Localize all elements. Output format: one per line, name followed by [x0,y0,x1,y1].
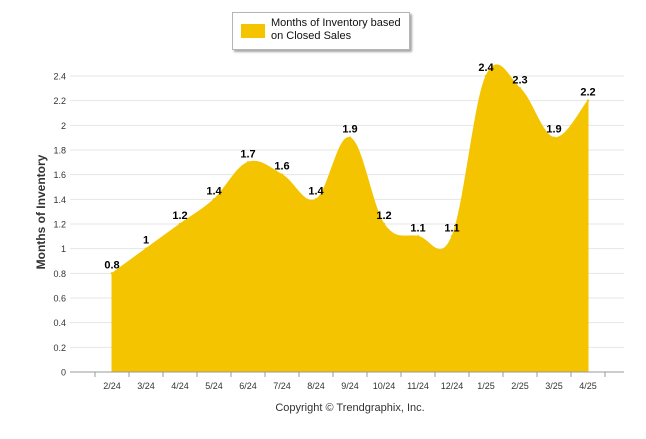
y-tick-label: 0.8 [53,269,66,279]
y-tick-label: 1.8 [53,146,66,156]
data-point [484,74,488,78]
x-tick-label: 6/24 [239,381,257,391]
data-label: 1.2 [172,210,187,222]
series-area [111,64,589,373]
y-tick-label: 0.2 [53,343,66,353]
y-tick-label: 1 [61,244,66,254]
y-tick-label: 1.6 [53,170,66,180]
x-tick-label: 9/24 [341,381,359,391]
data-label: 0.8 [104,259,119,271]
data-label: 1.6 [274,161,289,173]
data-label: 2.2 [580,87,595,99]
y-tick-label: 2 [61,121,66,131]
y-tick-label: 0 [61,368,66,378]
copyright-text: Copyright © Trendgraphix, Inc. [275,402,425,414]
data-label: 2.4 [478,62,494,74]
data-point [552,136,556,139]
x-tick-label: 2/25 [511,381,529,391]
data-point [348,136,352,139]
data-label: 1.1 [410,222,425,234]
legend-label: Months of Inventory based on Closed Sale… [271,17,401,42]
data-point [450,235,454,238]
data-label: 1.4 [206,185,222,197]
data-label: 1.7 [240,148,255,160]
data-label: 1.4 [308,185,324,197]
x-tick-label: 7/24 [273,381,291,391]
data-point [518,87,522,90]
x-tick-label: 3/25 [545,381,563,391]
legend: Months of Inventory based on Closed Sale… [232,12,410,50]
data-point [144,247,148,250]
x-tick-label: 5/24 [205,381,223,391]
x-tick-label: 1/25 [477,381,495,391]
y-tick-label: 0.4 [53,318,66,328]
data-label: 1.9 [546,124,561,136]
data-point [314,198,318,201]
data-point [246,161,250,164]
x-tick-label: 10/24 [373,381,396,391]
data-point [416,235,420,238]
y-tick-label: 1.4 [53,195,66,205]
x-tick-label: 4/24 [171,381,189,391]
data-point [382,222,386,226]
x-tick-label: 4/25 [579,381,597,391]
data-point [586,99,590,102]
data-point [280,173,284,176]
x-tick-label: 2/24 [103,381,121,391]
x-tick-label: 12/24 [441,381,464,391]
y-tick-label: 2.4 [53,72,66,82]
data-point [110,272,114,275]
x-tick-label: 8/24 [307,381,325,391]
data-point [212,198,216,201]
y-tick-label: 0.6 [53,294,66,304]
data-label: 1 [143,235,149,247]
data-label: 1.1 [444,222,459,234]
x-tick-label: 3/24 [137,381,155,391]
x-tick-label: 11/24 [407,381,429,391]
y-axis-title: Months of Inventory [34,154,48,270]
data-label: 1.2 [376,210,391,222]
legend-swatch [241,24,265,38]
y-tick-label: 1.2 [53,220,66,230]
data-label: 1.9 [342,124,357,136]
data-label: 2.3 [512,74,527,86]
data-point [178,222,182,226]
y-tick-label: 2.2 [53,96,66,106]
